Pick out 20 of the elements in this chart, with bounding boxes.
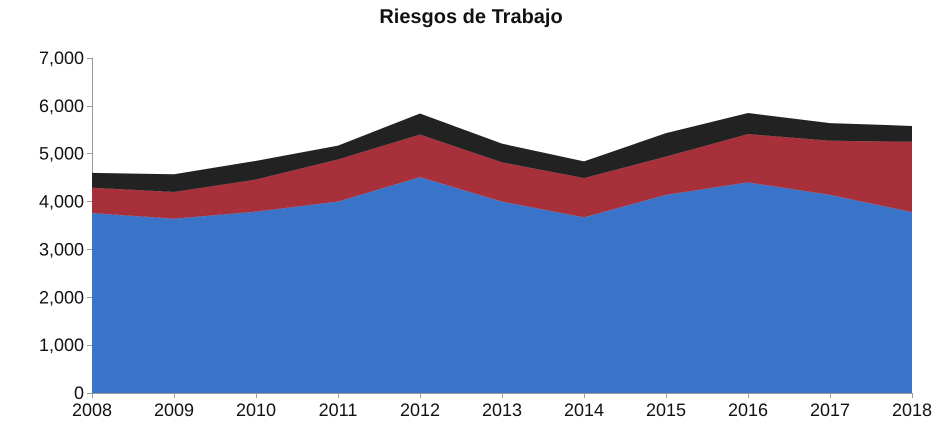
x-tick-label: 2013	[482, 400, 522, 420]
x-tick-label: 2016	[728, 400, 768, 420]
x-tick-label: 2017	[810, 400, 850, 420]
x-tick-label: 2010	[236, 400, 276, 420]
x-tick-label: 2012	[400, 400, 440, 420]
y-tick-label: 6,000	[38, 96, 84, 116]
y-tick-label: 4,000	[38, 192, 84, 212]
chart-title: Riesgos de Trabajo	[379, 6, 563, 28]
y-tick-label: 3,000	[38, 239, 84, 260]
x-tick-label: 2008	[72, 400, 112, 420]
y-tick-label: 2,000	[38, 287, 84, 308]
y-tick-label: 0	[74, 383, 84, 403]
x-tick-label: 2018	[892, 400, 932, 420]
y-tick-label: 5,000	[38, 144, 84, 164]
x-tick-label: 2015	[646, 400, 686, 420]
x-tick-label: 2014	[564, 400, 604, 420]
x-tick-label: 2011	[318, 400, 358, 420]
y-tick-label: 7,000	[38, 48, 84, 68]
x-tick-label: 2009	[154, 400, 194, 420]
y-tick-label: 1,000	[38, 335, 84, 356]
